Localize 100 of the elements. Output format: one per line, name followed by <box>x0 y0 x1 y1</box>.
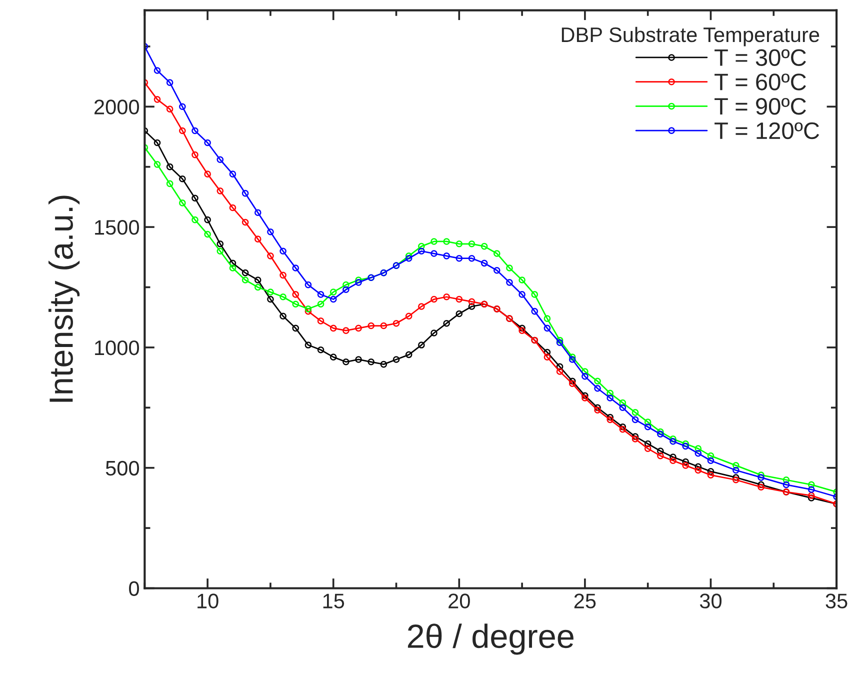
legend-label: T = 30ºC <box>714 49 806 66</box>
point <box>544 354 551 360</box>
point <box>506 279 513 286</box>
point <box>342 286 350 294</box>
x-axis-title: 2θ / degree <box>408 624 574 655</box>
point <box>267 252 274 260</box>
point <box>632 436 639 442</box>
point <box>304 342 312 348</box>
point <box>582 372 588 380</box>
point <box>632 416 639 424</box>
point <box>192 127 198 134</box>
point <box>568 356 576 363</box>
point <box>568 378 576 385</box>
point <box>280 272 286 279</box>
point <box>430 238 438 245</box>
point <box>443 252 450 260</box>
legend-label: T = 120ºC <box>714 122 820 140</box>
point <box>405 254 412 262</box>
point <box>568 354 576 360</box>
point <box>355 356 362 363</box>
point <box>531 308 538 315</box>
point <box>594 404 601 412</box>
point <box>619 404 626 412</box>
point <box>292 324 300 332</box>
point <box>204 216 211 224</box>
point <box>229 260 236 267</box>
point <box>707 457 714 464</box>
point <box>430 330 438 336</box>
point <box>606 414 614 421</box>
point <box>682 440 689 448</box>
point <box>179 127 186 134</box>
point <box>330 354 337 360</box>
point <box>229 170 236 178</box>
point <box>380 322 388 330</box>
point <box>179 200 186 206</box>
point <box>166 180 174 188</box>
point <box>443 238 450 245</box>
point <box>670 457 676 464</box>
point <box>758 472 764 478</box>
point <box>657 452 664 460</box>
point <box>480 260 488 267</box>
point <box>707 472 714 478</box>
point <box>456 296 463 303</box>
point <box>732 474 740 481</box>
point <box>204 230 211 238</box>
point <box>166 163 174 170</box>
point <box>758 481 764 488</box>
point <box>254 284 262 291</box>
point <box>179 103 186 110</box>
point <box>556 363 564 370</box>
point <box>707 452 714 460</box>
point <box>456 254 463 262</box>
legend-title: DBP Substrate Temperature <box>562 26 820 46</box>
point <box>254 236 262 242</box>
point <box>518 324 526 332</box>
point <box>582 394 588 402</box>
point <box>606 416 614 424</box>
point <box>556 336 564 344</box>
point <box>518 291 526 298</box>
point <box>242 276 249 284</box>
point <box>418 248 425 255</box>
point <box>443 293 450 300</box>
point <box>544 324 551 332</box>
point <box>418 303 425 310</box>
point <box>556 368 564 375</box>
point <box>644 445 652 452</box>
point <box>808 486 815 493</box>
point <box>468 240 476 248</box>
point <box>732 462 740 469</box>
point <box>694 450 702 457</box>
point <box>594 406 601 414</box>
point <box>405 351 412 358</box>
point <box>493 250 500 257</box>
point <box>670 454 676 460</box>
point <box>242 190 249 197</box>
point <box>216 188 224 194</box>
point <box>229 264 236 272</box>
point <box>657 430 664 438</box>
point <box>342 281 350 288</box>
point <box>418 342 425 348</box>
point <box>430 296 438 303</box>
point <box>304 308 312 315</box>
point <box>531 291 538 298</box>
point <box>758 474 764 481</box>
y-tick-label: 500 <box>106 460 139 476</box>
point <box>154 96 161 103</box>
x-tick-label: 30 <box>700 594 722 608</box>
point <box>582 392 588 400</box>
point <box>632 433 639 440</box>
point <box>682 462 689 469</box>
point <box>468 254 476 262</box>
point <box>808 481 815 488</box>
point <box>670 436 676 442</box>
point <box>242 269 249 276</box>
point <box>192 216 198 224</box>
point <box>518 327 526 334</box>
point <box>216 156 224 164</box>
point <box>732 476 740 484</box>
point <box>267 296 274 303</box>
point <box>355 324 362 332</box>
